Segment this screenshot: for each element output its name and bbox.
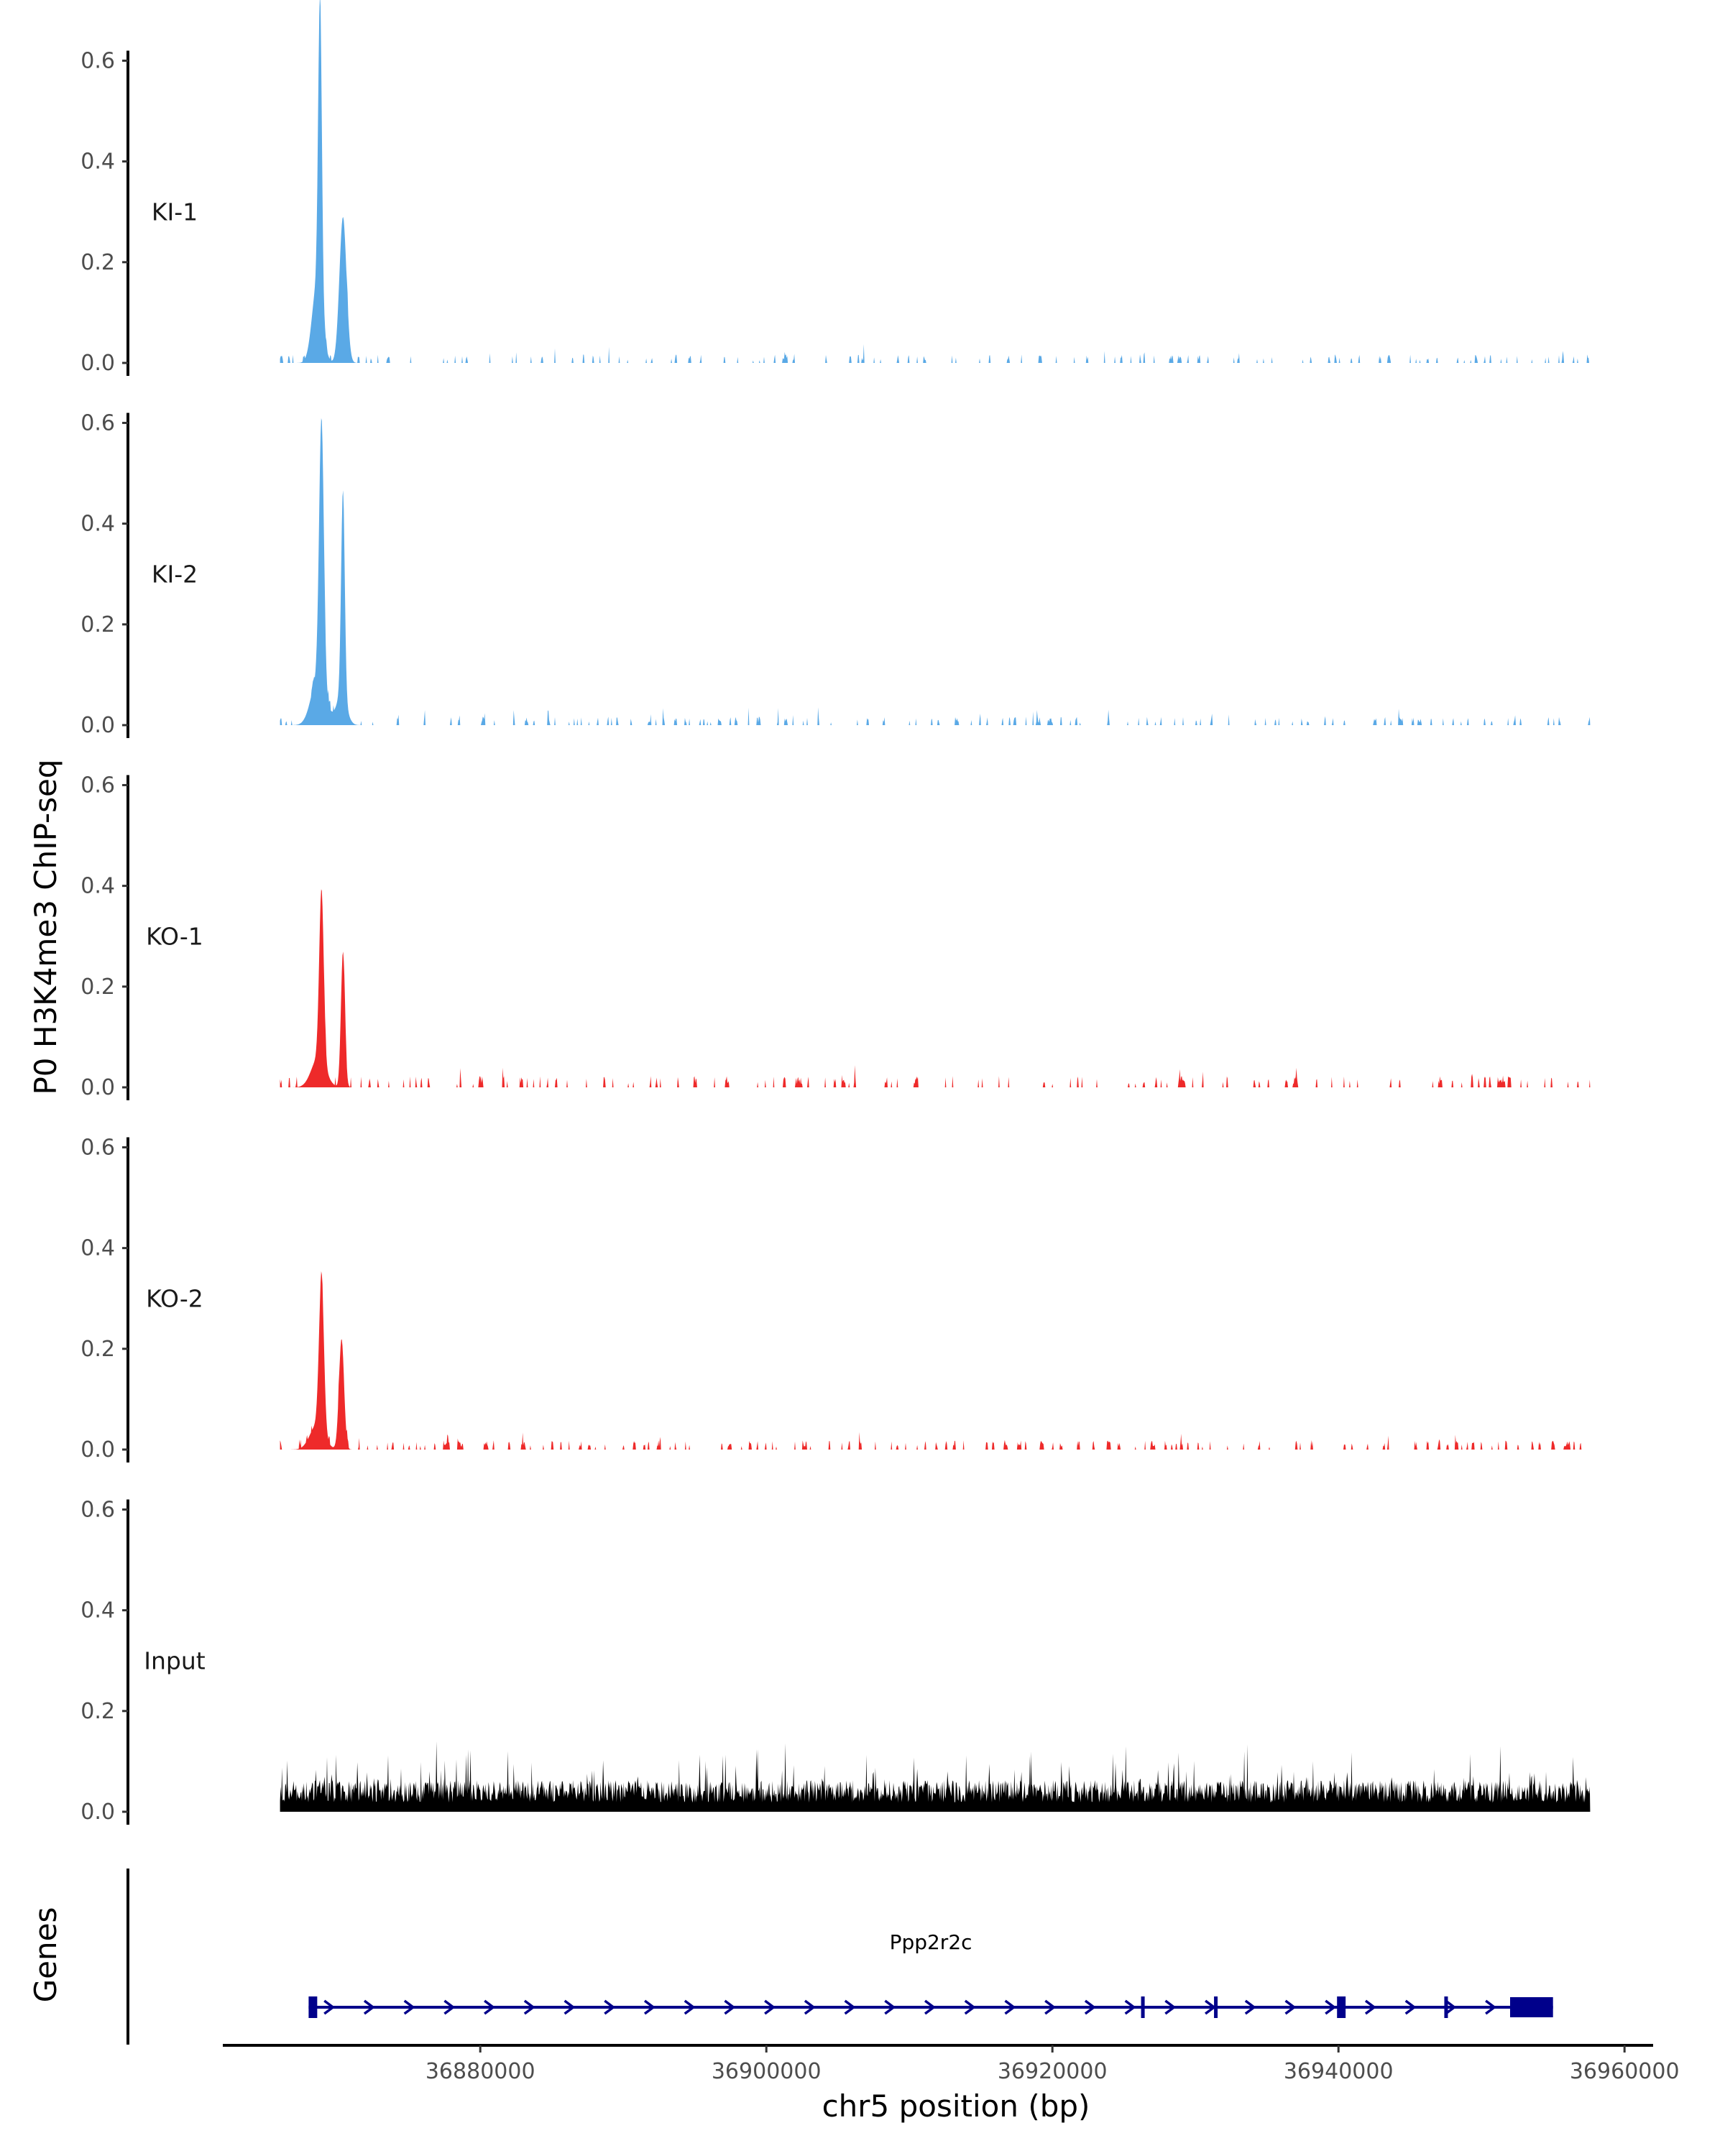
track-input: 0.0 0.2 0.4 0.6 Input [80, 1497, 1591, 1825]
track-label: KO-1 [146, 923, 203, 951]
strand-arrow [564, 1999, 576, 2015]
exon [1337, 1996, 1346, 2018]
strand-arrow [724, 1999, 736, 2015]
y-tick-label: 0.0 [80, 713, 115, 738]
strand-arrow [363, 1999, 375, 2015]
y-tick-label: 0.0 [80, 1800, 115, 1825]
y-tick-label: 0.4 [80, 512, 115, 537]
track-ko-2: 0.0 0.2 0.4 0.6 KO-2 [80, 1135, 1591, 1462]
x-tick-label: 36880000 [426, 2059, 535, 2084]
y-tick-label: 0.0 [80, 1075, 115, 1100]
y-tick-label: 0.4 [80, 149, 115, 175]
strand-arrow [443, 1999, 456, 2015]
y-tick-label: 0.2 [80, 975, 115, 1000]
strand-arrow [323, 1999, 336, 2015]
strand-arrow [484, 1999, 496, 2015]
signal-area-input [280, 1741, 1591, 1812]
y-tick-label: 0.4 [80, 1236, 115, 1261]
strand-arrow [604, 1999, 616, 2015]
y-tick-label: 0.6 [80, 1497, 115, 1522]
strand-arrow [1244, 1999, 1256, 2015]
y-tick-label: 0.2 [80, 1337, 115, 1362]
strand-arrow [1364, 1999, 1376, 2015]
strand-arrow [1404, 1999, 1417, 2015]
strand-arrow [884, 1999, 896, 2015]
y-tick-label: 0.2 [80, 612, 115, 637]
exon [1141, 1996, 1145, 2018]
strand-arrow [1124, 1999, 1136, 2015]
x-tick-label: 36940000 [1284, 2059, 1394, 2084]
x-tick-label: 36920000 [998, 2059, 1108, 2084]
strand-arrow [1164, 1999, 1177, 2015]
signal-area-ki-2 [280, 418, 1591, 725]
signal-area-ko-2 [280, 1271, 1591, 1450]
track-ki-1: 0.0 0.2 0.4 0.6 KI-1 [80, 0, 1591, 376]
strand-arrow [764, 1999, 776, 2015]
strand-arrow [1445, 1999, 1457, 2015]
y-tick-label: 0.4 [80, 874, 115, 899]
strand-arrow [1004, 1999, 1016, 2015]
track-label: KI-2 [152, 561, 198, 589]
gene-annotation-panel: Ppp2r2c [126, 1869, 1553, 2045]
strand-arrow [1485, 1999, 1497, 2015]
strand-arrow [844, 1999, 856, 2015]
strand-arrow [684, 1999, 696, 2015]
track-ki-2: 0.0 0.2 0.4 0.6 KI-2 [80, 410, 1591, 738]
genes-panel-title: Genes [28, 1907, 63, 2003]
track-ko-1: 0.0 0.2 0.4 0.6 KO-1 [80, 773, 1591, 1100]
y-tick-label: 0.2 [80, 250, 115, 275]
exon [308, 1996, 318, 2018]
x-tick-label: 36900000 [712, 2059, 822, 2084]
y-tick-label: 0.6 [80, 410, 115, 436]
strand-arrow [403, 1999, 415, 2015]
y-tick-label: 0.2 [80, 1699, 115, 1724]
y-tick-label: 0.6 [80, 48, 115, 73]
strand-arrow [924, 1999, 936, 2015]
exon [1444, 1996, 1448, 2018]
signal-area-ko-1 [280, 889, 1591, 1087]
y-tick-label: 0.0 [80, 1437, 115, 1462]
track-label: KO-2 [146, 1285, 203, 1313]
strand-arrow [964, 1999, 976, 2015]
exon [1214, 1996, 1218, 2018]
y-tick-label: 0.4 [80, 1598, 115, 1623]
y-tick-label: 0.6 [80, 1135, 115, 1160]
strand-arrow [1325, 1999, 1337, 2015]
y-axis-title: P0 H3K4me3 ChIP-seq [28, 759, 63, 1095]
strand-arrow [804, 1999, 816, 2015]
y-tick-label: 0.6 [80, 773, 115, 798]
exon [1510, 1997, 1553, 2017]
signal-area-ki-1 [280, 0, 1591, 363]
y-tick-label: 0.0 [80, 351, 115, 376]
gene-name-label: Ppp2r2c [890, 1930, 972, 1954]
coverage-tracks: 0.00.20.40.6KI-10.00.20.40.6KI-20.00.20.… [80, 0, 1591, 1825]
strand-arrow [1044, 1999, 1057, 2015]
track-label: Input [144, 1647, 206, 1675]
track-label: KI-1 [152, 198, 198, 226]
x-axis-title: chr5 position (bp) [822, 2088, 1090, 2124]
strand-arrow [523, 1999, 535, 2015]
x-tick-label: 36960000 [1570, 2059, 1680, 2084]
strand-arrow [1284, 1999, 1297, 2015]
x-axis: 36880000 36900000 36920000 36940000 36960000 [223, 2044, 1680, 2084]
strand-arrow [1084, 1999, 1096, 2015]
strand-arrow [643, 1999, 656, 2015]
